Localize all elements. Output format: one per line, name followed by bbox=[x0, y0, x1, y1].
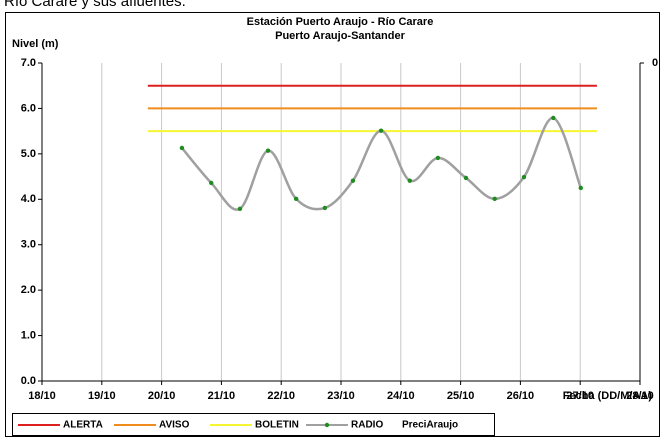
y-tick-label: 1.0 bbox=[21, 329, 36, 341]
y-tick-label: 2.0 bbox=[21, 284, 36, 296]
legend-label: BOLETIN bbox=[255, 420, 299, 431]
point bbox=[179, 145, 185, 151]
x-tick-label: 22/10 bbox=[267, 390, 295, 402]
x-tick-label: 20/10 bbox=[148, 390, 176, 402]
x-tick-label: 28/10 bbox=[626, 390, 654, 402]
legend-label: PreciAraujo bbox=[402, 420, 458, 431]
point bbox=[293, 196, 299, 202]
x-tick-label: 21/10 bbox=[208, 390, 236, 402]
legend-label: ALERTA bbox=[63, 420, 103, 431]
point bbox=[237, 206, 243, 212]
y-tick-label: 4.0 bbox=[21, 193, 36, 205]
x-tick-label: 19/10 bbox=[88, 390, 116, 402]
point bbox=[265, 148, 271, 153]
y2-tick-label: 0 bbox=[652, 57, 658, 69]
point bbox=[322, 205, 328, 211]
page-text: Río Carare y sus afluentes. bbox=[4, 0, 186, 10]
point bbox=[407, 178, 412, 183]
legend-box bbox=[12, 413, 495, 436]
x-tick-label: 18/10 bbox=[28, 390, 56, 402]
x-tick-label: 27/10 bbox=[566, 390, 594, 402]
y-tick-label: 0.0 bbox=[21, 375, 36, 387]
point bbox=[435, 155, 441, 161]
y-tick-label: 6.0 bbox=[21, 102, 36, 114]
legend-marker bbox=[324, 422, 330, 428]
y-tick-label: 3.0 bbox=[21, 239, 36, 251]
legend-label: AVISO bbox=[159, 420, 190, 431]
point bbox=[551, 115, 556, 121]
x-axis-label: Fecha (DD/M/AA) bbox=[563, 390, 653, 402]
y-axis-label: Nivel (m) bbox=[12, 38, 59, 50]
legend-label: RADIO bbox=[351, 420, 383, 431]
point bbox=[378, 128, 384, 133]
point bbox=[521, 174, 527, 180]
x-tick-label: 25/10 bbox=[447, 390, 475, 402]
point bbox=[578, 185, 583, 191]
point bbox=[209, 180, 214, 186]
chart-title: Estación Puerto Araujo - Río Carare bbox=[247, 16, 434, 28]
y-tick-label: 5.0 bbox=[21, 148, 36, 160]
chart-subtitle: Puerto Araujo-Santander bbox=[275, 30, 405, 42]
point bbox=[350, 178, 356, 183]
point bbox=[463, 175, 469, 181]
x-tick-label: 24/10 bbox=[387, 390, 415, 402]
chart-frame bbox=[5, 12, 660, 437]
point bbox=[492, 196, 497, 202]
x-tick-label: 26/10 bbox=[507, 390, 535, 402]
x-tick-label: 23/10 bbox=[327, 390, 355, 402]
y-tick-label: 7.0 bbox=[21, 57, 36, 69]
